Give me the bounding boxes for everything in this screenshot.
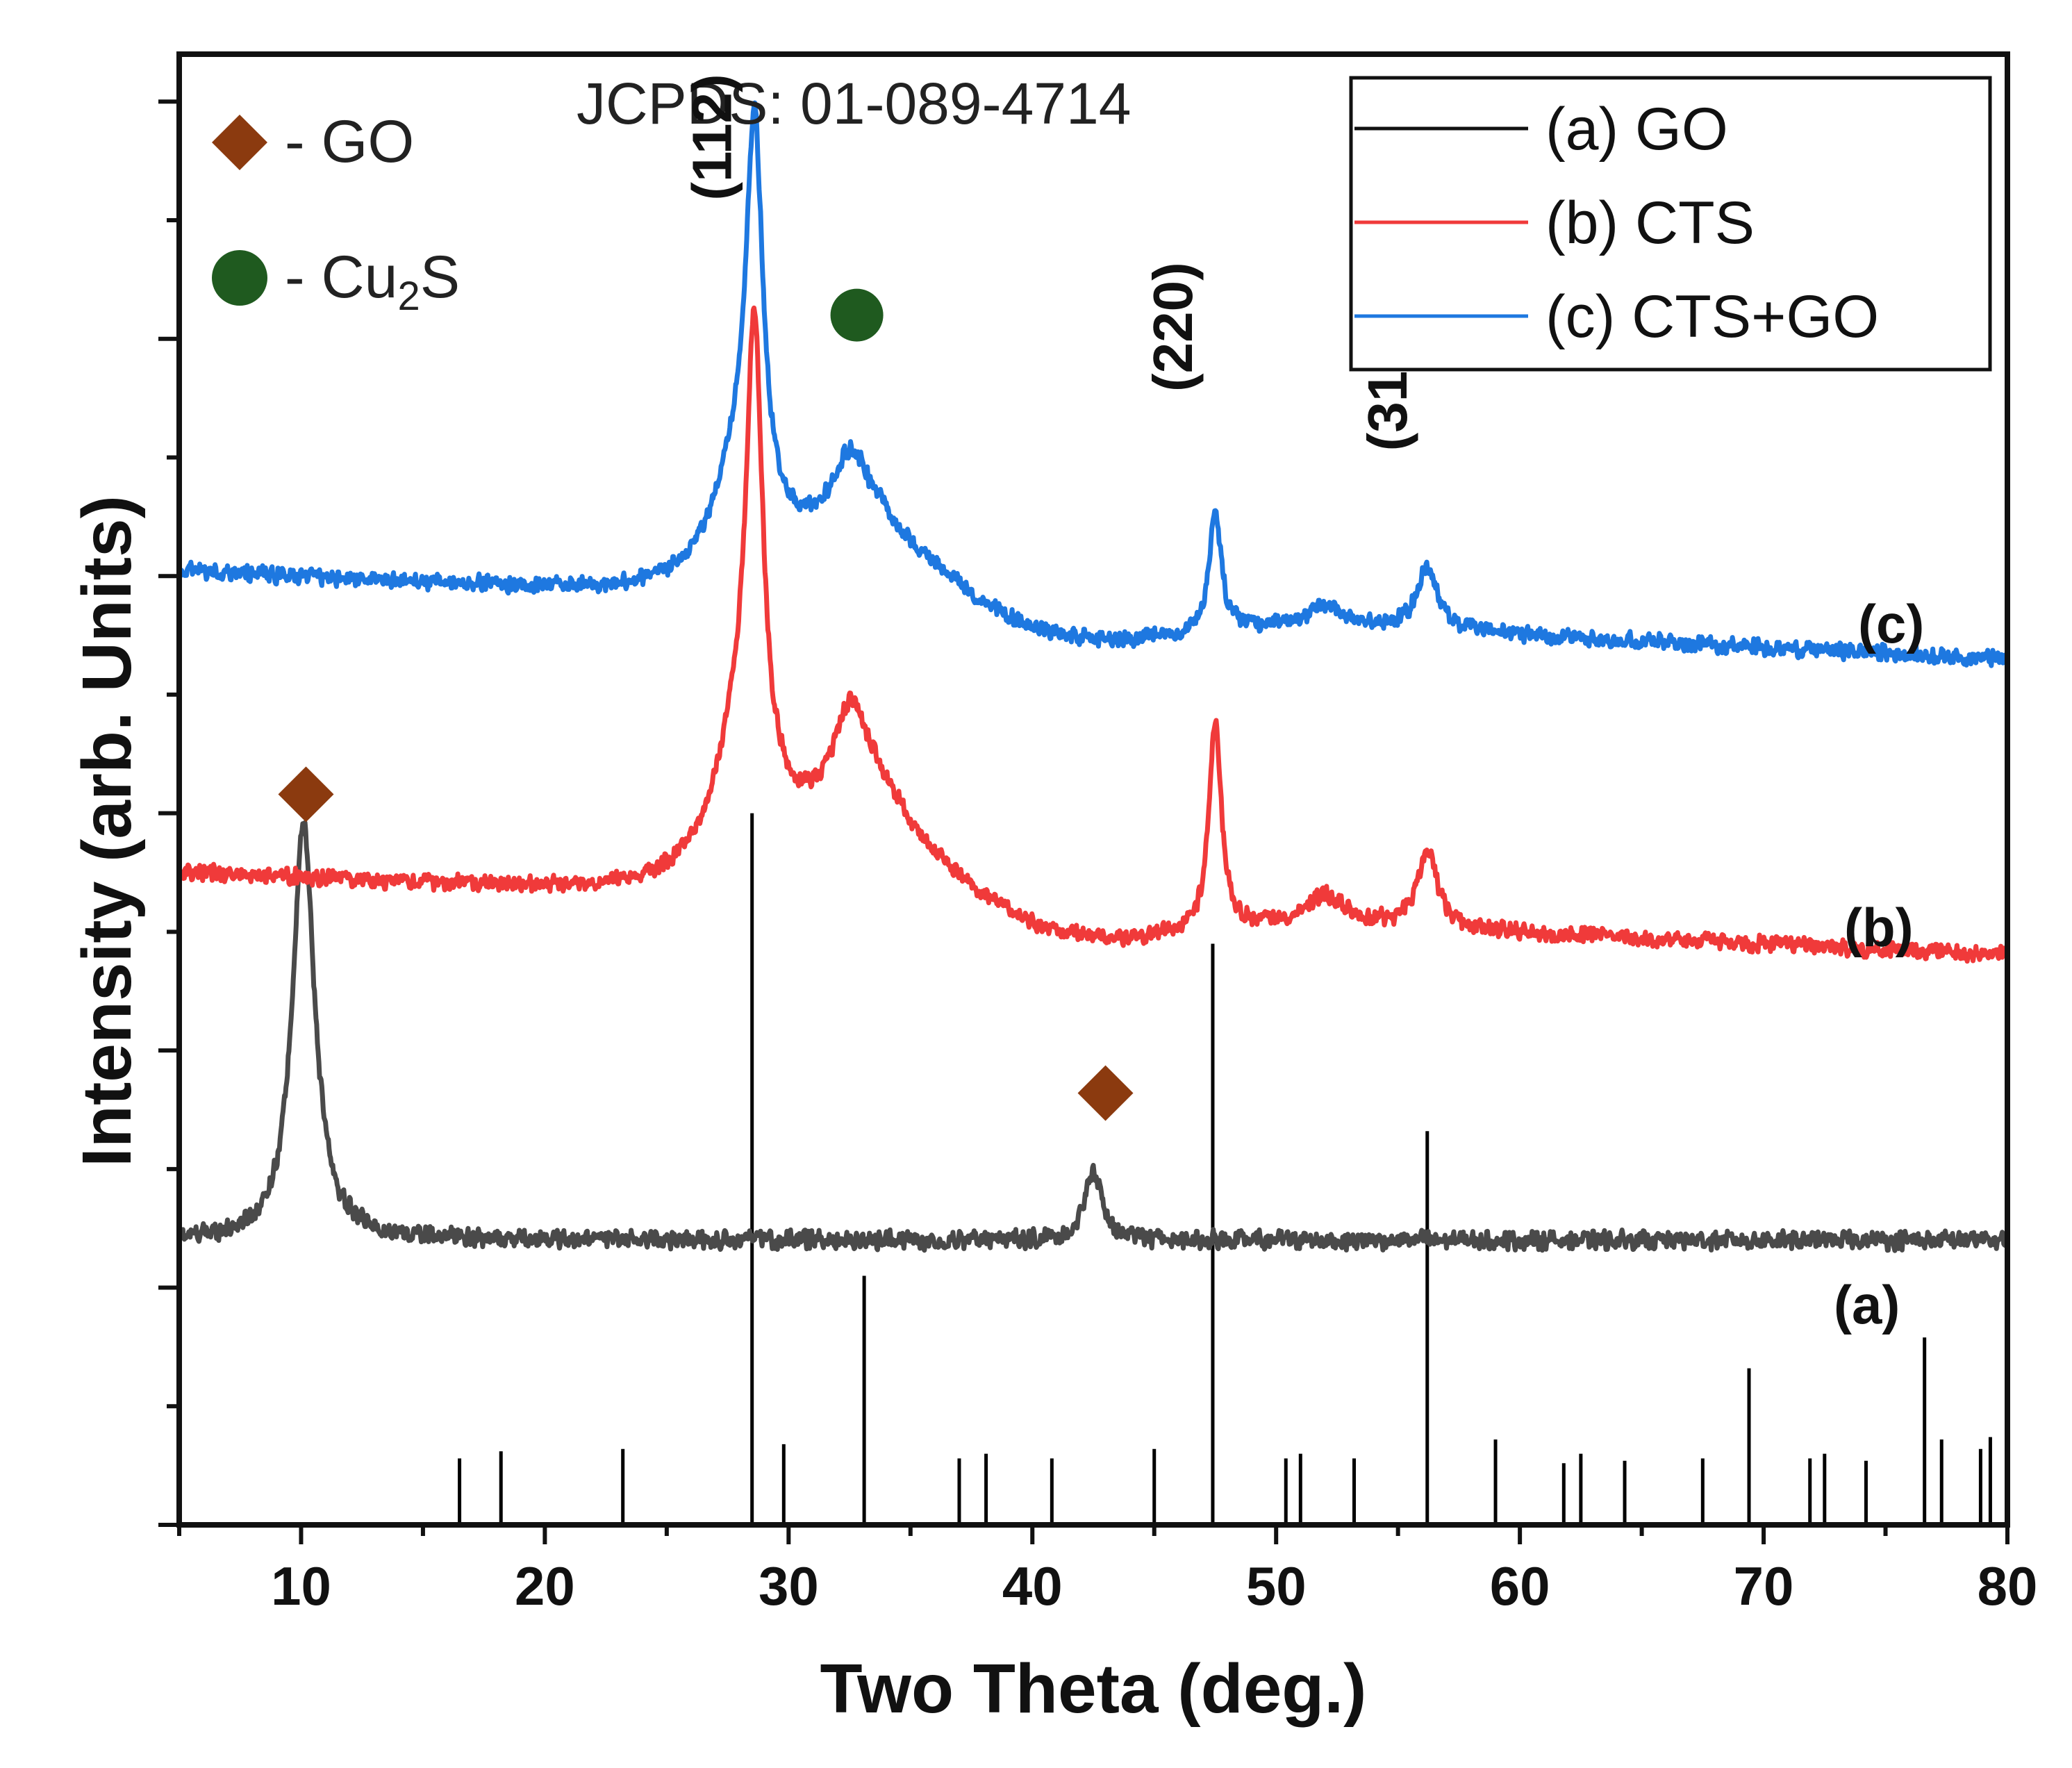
reference-card-label: JCPDS: 01-089-4714 — [577, 71, 1131, 136]
legend-label: (b) CTS — [1545, 190, 1755, 256]
go-diamond-icon — [212, 115, 267, 170]
plot-frame — [176, 51, 2010, 1528]
legend-label: (c) CTS+GO — [1545, 283, 1879, 350]
x-axis-title: Two Theta (deg.) — [820, 1650, 1367, 1728]
miller-index-label: (220) — [1142, 262, 1204, 392]
x-tick-label: 60 — [1490, 1555, 1550, 1617]
go-diamond-marker — [1077, 1065, 1134, 1121]
x-tick-label: 50 — [1246, 1555, 1307, 1617]
x-tick-label: 80 — [1978, 1555, 2038, 1617]
reference-lines — [458, 813, 1992, 1525]
phase-markers — [278, 288, 1134, 1121]
curve-label: (b) — [1844, 897, 1914, 958]
cu2s-subscript: 2 — [397, 274, 420, 319]
x-tick-label: 70 — [1734, 1555, 1794, 1617]
curve-label: (c) — [1858, 593, 1924, 654]
x-tick-label: 30 — [759, 1555, 819, 1617]
x-tick-label: 10 — [271, 1555, 331, 1617]
phase-marker-legend: - GO - Cu2S — [212, 108, 460, 319]
legend: (a) GO (b) CTS (c) CTS+GO — [1349, 76, 1992, 372]
axis-ticks — [158, 99, 2009, 1544]
go-marker-label: - GO — [285, 108, 414, 175]
x-tick-label: 20 — [515, 1555, 575, 1617]
cu2s-circle-marker — [830, 288, 884, 342]
cu2s-prefix: - Cu — [285, 244, 397, 311]
curve-labels: (a) (b) (c) — [1834, 593, 1924, 1335]
series-line — [176, 100, 2009, 668]
legend-label: (a) GO — [1545, 96, 1728, 163]
x-tick-label: 40 — [1002, 1555, 1063, 1617]
miller-index-label: (112) — [681, 74, 743, 200]
cu2s-marker-label: - Cu2S — [285, 244, 460, 319]
cu2s-circle-icon — [212, 250, 267, 306]
curve-label: (a) — [1834, 1274, 1900, 1335]
y-axis-title: Intensity (arb. Units) — [68, 495, 146, 1167]
series-line — [176, 820, 2010, 1253]
series-layer — [176, 100, 2010, 1253]
miller-indices: (112)(220) (312) — [681, 74, 1418, 451]
go-diamond-marker — [278, 766, 334, 823]
cu2s-suffix: S — [420, 244, 460, 311]
series-line — [176, 305, 2010, 964]
x-tick-labels: 10 20 30 40 50 60 70 80 — [271, 1555, 2037, 1617]
